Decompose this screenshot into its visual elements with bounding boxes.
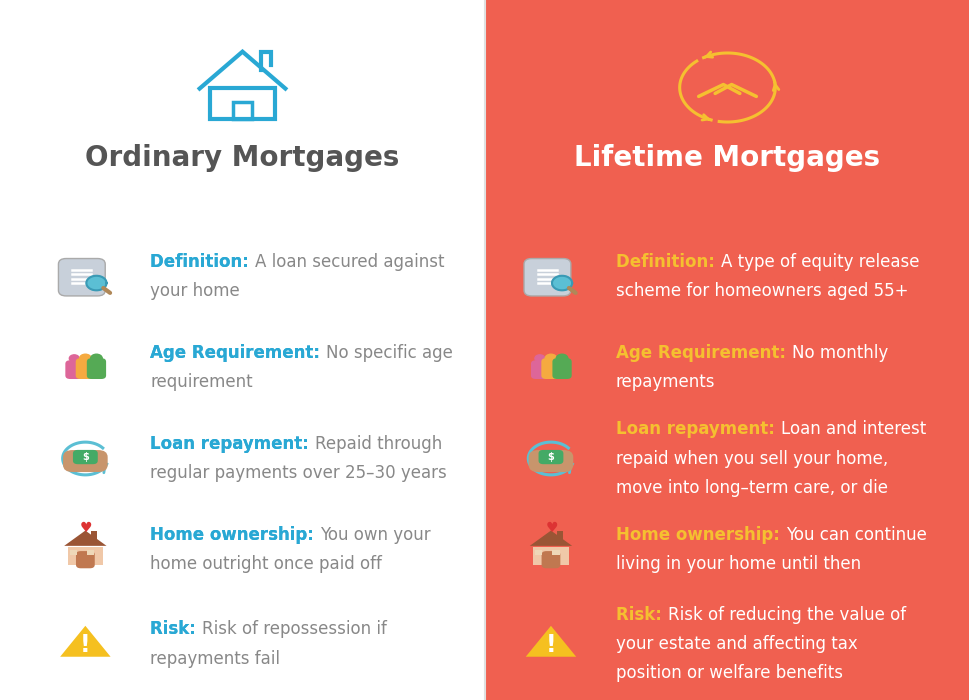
Text: !: ! — [546, 633, 555, 657]
Text: Ordinary Mortgages: Ordinary Mortgages — [85, 144, 399, 172]
Text: Loan repayment:: Loan repayment: — [150, 435, 315, 453]
Text: Definition:: Definition: — [150, 253, 255, 271]
Text: Risk:: Risk: — [150, 620, 202, 638]
Text: living in your home until then: living in your home until then — [615, 555, 860, 573]
Text: position or welfare benefits: position or welfare benefits — [615, 664, 842, 682]
FancyBboxPatch shape — [530, 360, 548, 379]
FancyBboxPatch shape — [556, 531, 562, 542]
Text: Age Requirement:: Age Requirement: — [615, 344, 791, 362]
FancyBboxPatch shape — [63, 450, 108, 472]
Text: Loan repayment:: Loan repayment: — [150, 435, 315, 453]
Text: Risk:: Risk: — [615, 606, 667, 624]
Text: home outright once paid off: home outright once paid off — [150, 555, 382, 573]
Text: Definition:: Definition: — [150, 253, 255, 271]
Polygon shape — [525, 626, 576, 657]
Text: regular payments over 25–30 years: regular payments over 25–30 years — [150, 464, 447, 482]
Text: Repaid through: Repaid through — [315, 435, 442, 453]
FancyBboxPatch shape — [541, 358, 560, 379]
Text: !: ! — [80, 633, 90, 657]
FancyBboxPatch shape — [87, 550, 94, 555]
FancyBboxPatch shape — [76, 551, 95, 568]
Text: $: $ — [547, 452, 553, 462]
Text: requirement: requirement — [150, 373, 253, 391]
Polygon shape — [529, 531, 572, 546]
Polygon shape — [60, 626, 110, 657]
Text: move into long–term care, or die: move into long–term care, or die — [615, 479, 887, 497]
Text: ♥: ♥ — [546, 521, 557, 535]
FancyBboxPatch shape — [73, 450, 98, 464]
Circle shape — [79, 354, 91, 363]
Text: No specific age: No specific age — [326, 344, 453, 362]
FancyBboxPatch shape — [58, 258, 105, 296]
FancyBboxPatch shape — [86, 358, 106, 379]
FancyBboxPatch shape — [552, 358, 571, 379]
FancyBboxPatch shape — [65, 360, 83, 379]
Text: Age Requirement:: Age Requirement: — [150, 344, 326, 362]
FancyBboxPatch shape — [541, 551, 560, 568]
Text: Loan and interest: Loan and interest — [780, 420, 924, 438]
Text: ♥: ♥ — [80, 521, 92, 535]
FancyBboxPatch shape — [535, 550, 542, 555]
Text: your estate and affecting tax: your estate and affecting tax — [615, 635, 857, 653]
Text: Home ownership:: Home ownership: — [615, 526, 785, 544]
Text: No monthly: No monthly — [791, 344, 887, 362]
Polygon shape — [86, 276, 107, 290]
Text: Risk:: Risk: — [150, 620, 202, 638]
Text: repaid when you sell your home,: repaid when you sell your home, — [615, 449, 888, 468]
Text: Home ownership:: Home ownership: — [150, 526, 320, 544]
Text: Age Requirement:: Age Requirement: — [150, 344, 326, 362]
Text: Risk of reducing the value of: Risk of reducing the value of — [667, 606, 905, 624]
Text: A type of equity release: A type of equity release — [720, 253, 918, 271]
Text: Risk of repossession if: Risk of repossession if — [202, 620, 387, 638]
FancyBboxPatch shape — [0, 0, 484, 700]
Text: Definition:: Definition: — [615, 253, 720, 271]
FancyBboxPatch shape — [68, 547, 103, 565]
Circle shape — [69, 355, 79, 362]
Text: your home: your home — [150, 282, 240, 300]
Text: Loan repayment:: Loan repayment: — [615, 420, 780, 438]
Text: Home ownership:: Home ownership: — [150, 526, 320, 544]
Text: scheme for homeowners aged 55+: scheme for homeowners aged 55+ — [615, 282, 908, 300]
Text: repayments: repayments — [615, 373, 715, 391]
FancyBboxPatch shape — [533, 547, 568, 565]
FancyBboxPatch shape — [538, 450, 563, 464]
FancyBboxPatch shape — [484, 0, 969, 700]
Text: Lifetime Mortgages: Lifetime Mortgages — [574, 144, 880, 172]
Text: $: $ — [82, 452, 88, 462]
Text: You own your: You own your — [320, 526, 430, 544]
FancyBboxPatch shape — [70, 550, 77, 555]
Circle shape — [545, 354, 556, 363]
Text: repayments fail: repayments fail — [150, 650, 280, 668]
Circle shape — [555, 354, 567, 363]
Text: You can continue: You can continue — [785, 526, 925, 544]
FancyBboxPatch shape — [528, 450, 573, 472]
Circle shape — [534, 355, 545, 362]
Circle shape — [90, 354, 102, 363]
Polygon shape — [64, 531, 107, 546]
FancyBboxPatch shape — [552, 550, 559, 555]
FancyBboxPatch shape — [91, 531, 97, 542]
Polygon shape — [551, 276, 572, 290]
FancyBboxPatch shape — [523, 258, 570, 296]
FancyBboxPatch shape — [76, 358, 95, 379]
Text: A loan secured against: A loan secured against — [255, 253, 444, 271]
